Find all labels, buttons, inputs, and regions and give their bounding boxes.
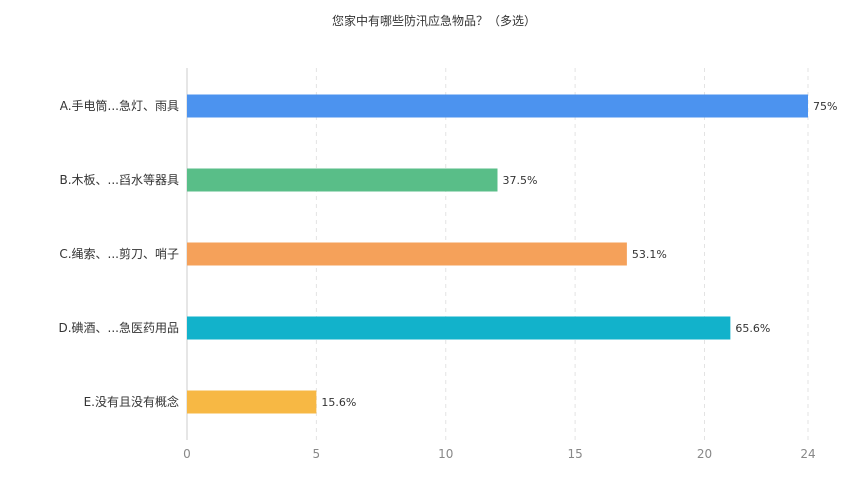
x-tick-label: 5 [313,447,321,461]
x-tick-label: 15 [567,447,582,461]
category-label: C.绳索、...剪刀、哨子 [59,246,179,261]
data-label: 75% [813,100,837,113]
category-label: E.没有且没有概念 [84,394,179,409]
data-label: 37.5% [503,174,538,187]
category-label: B.木板、...舀水等器具 [60,173,180,187]
data-label: 65.6% [735,322,770,335]
category-label: D.碘酒、...急医药用品 [59,320,180,335]
x-tick-label: 20 [697,447,712,461]
data-label: 53.1% [632,248,667,261]
bar [187,94,808,118]
category-label: A.手电筒...急灯、雨具 [60,98,179,113]
bar [187,390,317,414]
x-tick-label: 0 [183,447,191,461]
x-tick-label: 24 [800,447,815,461]
bar [187,316,731,340]
chart-title: 您家中有哪些防汛应急物品？（多选） [331,14,536,28]
data-label: 15.6% [321,396,356,409]
bar [187,168,498,192]
x-tick-label: 10 [438,447,453,461]
bar [187,242,627,266]
